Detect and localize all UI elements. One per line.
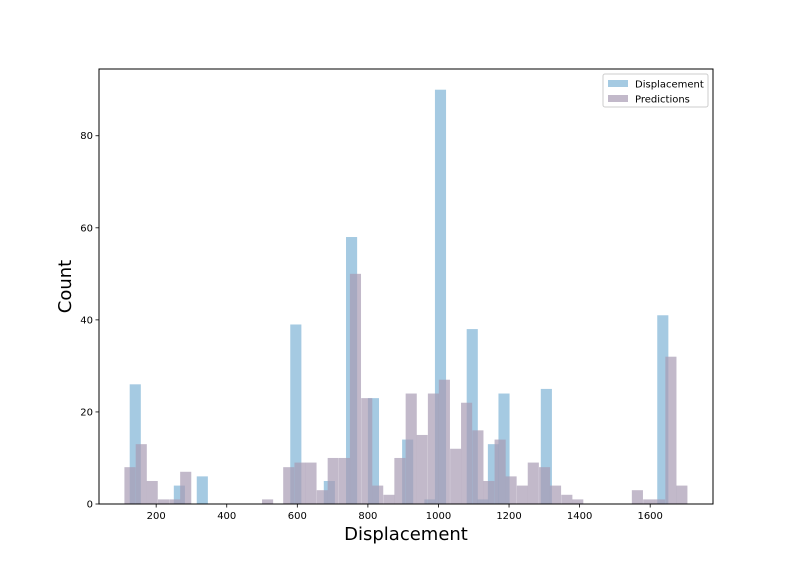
bar-predictions — [494, 439, 506, 504]
bar-predictions — [262, 499, 274, 504]
bar-predictions — [405, 393, 417, 504]
bar-predictions — [631, 490, 643, 504]
bar-predictions — [427, 393, 439, 504]
x-tick-label: 600 — [288, 511, 307, 522]
y-tick-label: 0 — [87, 500, 93, 511]
bar-predictions — [539, 467, 551, 504]
bar-predictions — [438, 379, 450, 504]
bar-predictions — [643, 499, 655, 504]
bar-predictions — [327, 457, 339, 504]
bar-predictions — [135, 444, 147, 504]
bar-predictions — [676, 485, 688, 504]
y-axis-ticks: 0 20 40 60 80 — [80, 131, 99, 511]
bar-displacement — [129, 384, 141, 504]
bar-predictions — [549, 485, 562, 504]
bar-displacement — [466, 329, 478, 504]
bar-displacement — [657, 315, 669, 504]
bar-predictions — [157, 499, 170, 504]
bar-predictions — [665, 356, 677, 504]
bar-displacement — [434, 89, 447, 505]
legend: Displacement Predictions — [602, 73, 709, 108]
y-tick-label: 80 — [80, 131, 93, 142]
y-axis-title: Count — [55, 260, 76, 313]
bar-predictions — [338, 457, 351, 504]
bar-predictions — [483, 480, 495, 504]
bar-predictions — [394, 457, 406, 504]
legend-swatch-predictions — [608, 95, 628, 102]
legend-label-predictions: Predictions — [635, 95, 690, 106]
series-displacement — [129, 89, 669, 505]
bar-displacement — [290, 324, 302, 504]
bar-predictions — [654, 499, 666, 504]
bar-predictions — [527, 462, 539, 504]
bar-predictions — [361, 398, 373, 504]
y-tick-label: 40 — [80, 315, 93, 326]
x-axis-ticks: 200 400 600 800 1000 1200 1400 1600 — [147, 504, 663, 522]
x-axis-title: Displacement — [344, 524, 468, 545]
x-tick-label: 1200 — [496, 511, 521, 522]
x-tick-label: 800 — [358, 511, 377, 522]
bar-predictions — [516, 485, 528, 504]
bar-predictions — [472, 430, 484, 504]
bar-displacement — [196, 476, 208, 504]
bar-predictions — [372, 485, 384, 504]
plot-frame — [98, 68, 714, 505]
bar-predictions — [180, 471, 192, 504]
legend-swatch-displacement — [608, 80, 628, 87]
bar-displacement — [367, 398, 380, 504]
bar-predictions — [294, 462, 306, 504]
bar-predictions — [316, 490, 328, 504]
y-tick-label: 60 — [80, 223, 93, 234]
bar-predictions — [146, 480, 158, 504]
bar-displacement — [540, 388, 552, 504]
bar-predictions — [561, 494, 573, 504]
bar-predictions — [450, 448, 462, 504]
bar-displacement — [173, 485, 185, 504]
axes-layer — [98, 68, 714, 505]
legend-label-displacement: Displacement — [635, 80, 704, 91]
bar-predictions — [305, 462, 317, 504]
series-predictions — [124, 273, 688, 504]
x-tick-label: 1600 — [637, 511, 662, 522]
bar-predictions — [505, 476, 517, 504]
bar-predictions — [383, 494, 395, 504]
bar-displacement — [487, 444, 499, 504]
bar-predictions — [124, 467, 136, 504]
x-tick-label: 200 — [147, 511, 166, 522]
x-tick-label: 1400 — [567, 511, 592, 522]
bar-predictions — [572, 499, 584, 504]
bar-predictions — [169, 499, 181, 504]
legend-box — [602, 73, 709, 108]
bars-layer — [124, 89, 688, 505]
bar-predictions — [461, 402, 473, 504]
x-tick-label: 400 — [217, 511, 236, 522]
bar-predictions — [283, 467, 295, 504]
bar-predictions — [349, 273, 362, 504]
x-tick-label: 1000 — [426, 511, 451, 522]
bar-predictions — [416, 434, 428, 504]
y-tick-label: 20 — [80, 407, 93, 418]
